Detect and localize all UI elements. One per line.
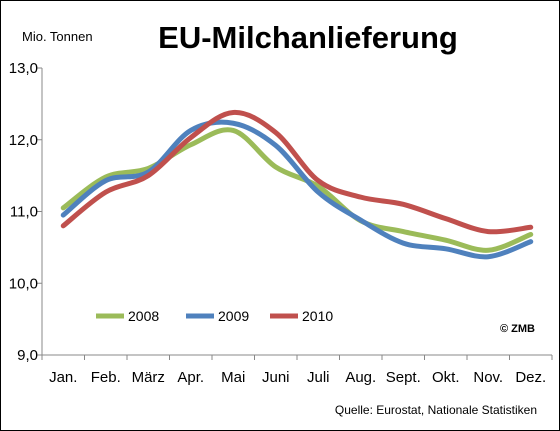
- x-tick-label: Okt.: [432, 369, 460, 386]
- x-tick-label: Nov.: [473, 369, 503, 386]
- y-axis-label: Mio. Tonnen: [22, 29, 93, 44]
- source-note: Quelle: Eurostat, Nationale Statistiken: [335, 403, 537, 417]
- series-line-2009: [60, 119, 534, 260]
- series-line-2008: [60, 127, 534, 253]
- y-tick-label: 12,0: [9, 132, 38, 149]
- axes: 9,0 10,0 11,0 12,0 13,0 Jan. Feb. März Apr. Mai Ju…: [9, 60, 553, 386]
- x-tick-label: Juli: [307, 369, 330, 386]
- series-lines: [60, 109, 534, 260]
- y-tick-label: 9,0: [17, 347, 38, 364]
- x-tick-label: Aug.: [345, 369, 376, 386]
- legend-label-2009: 2009: [218, 308, 249, 324]
- legend-label-2010: 2010: [302, 308, 333, 324]
- x-tick-label: Mai: [221, 369, 245, 386]
- x-tick-label: Dez.: [515, 369, 546, 386]
- x-tick-label: März: [132, 369, 165, 386]
- x-tick-label: Juni: [262, 369, 290, 386]
- x-tick-label: Jan.: [49, 369, 77, 386]
- y-tick-label: 13,0: [9, 60, 38, 77]
- chart-title: EU-Milchanlieferung: [158, 20, 458, 55]
- legend: 2008 2009 2010: [96, 308, 333, 324]
- y-tick-label: 10,0: [9, 275, 38, 292]
- x-tick-label: Apr.: [177, 369, 204, 386]
- copyright-note: © ZMB: [500, 323, 535, 335]
- series-line-2010: [60, 109, 534, 235]
- legend-label-2008: 2008: [128, 308, 159, 324]
- x-tick-label: Feb.: [91, 369, 121, 386]
- x-tick-label: Sept.: [386, 369, 421, 386]
- y-tick-label: 11,0: [10, 204, 38, 221]
